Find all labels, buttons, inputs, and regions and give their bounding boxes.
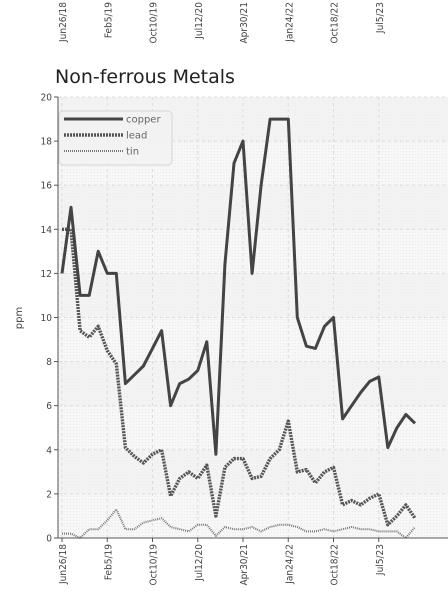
previous-chart-tick-label: Jun26/18 bbox=[58, 2, 69, 43]
x-tick-label: Oct18/22 bbox=[330, 544, 341, 585]
y-tick-label: 20 bbox=[41, 93, 53, 104]
plot-band bbox=[58, 185, 448, 230]
previous-chart-x-axis: Jun26/18 Feb5/19 Oct10/19 Jul12/20 Apr30/21 J… bbox=[58, 2, 386, 44]
x-tick-label: Oct10/19 bbox=[149, 544, 160, 586]
plot-bands bbox=[58, 97, 448, 494]
plot-band bbox=[58, 449, 448, 494]
y-tick-label: 0 bbox=[46, 534, 52, 545]
series-line-copper bbox=[60, 117, 417, 456]
previous-chart-tick-label: Oct10/19 bbox=[149, 2, 160, 44]
legend-box bbox=[58, 110, 173, 166]
previous-chart-tick-label: Feb5/19 bbox=[103, 2, 114, 38]
y-tick-label: 8 bbox=[46, 357, 52, 368]
plot-area: 0 2 4 6 8 10 12 14 16 18 20 Jun26/18 Feb5/19 Oct10/1… bbox=[41, 93, 448, 586]
legend-label-lead: lead bbox=[126, 131, 147, 142]
series-line-tin bbox=[62, 508, 416, 539]
y-tick-label: 14 bbox=[41, 225, 53, 236]
chart-title: Non-ferrous Metals bbox=[55, 66, 235, 88]
previous-chart-tick-label: Jul12/20 bbox=[194, 2, 205, 40]
legend: copper lead tin bbox=[58, 110, 173, 166]
y-tick-label: 18 bbox=[41, 137, 53, 148]
legend-label-copper: copper bbox=[126, 115, 161, 126]
series-line-lead bbox=[62, 227, 417, 527]
x-tick-label: Jan24/22 bbox=[284, 544, 295, 585]
previous-chart-tick-label: Oct18/22 bbox=[330, 2, 341, 43]
x-axis: Jun26/18 Feb5/19 Oct10/19 Jul12/20 Apr30/21 J… bbox=[58, 537, 448, 586]
y-tick-label: 12 bbox=[41, 269, 52, 280]
y-axis-label: ppm bbox=[14, 307, 25, 329]
y-tick-label: 10 bbox=[41, 313, 53, 324]
previous-chart-tick-label: Jan24/22 bbox=[284, 2, 295, 43]
y-tick-label: 4 bbox=[46, 445, 52, 456]
series-group bbox=[60, 117, 417, 539]
plot-band bbox=[58, 273, 448, 318]
previous-chart-tick-label: Jul5/23 bbox=[375, 2, 386, 34]
x-tick-label: Jun26/18 bbox=[58, 544, 69, 585]
legend-label-tin: tin bbox=[126, 147, 139, 158]
x-tick-label: Apr30/21 bbox=[239, 544, 250, 585]
x-tick-label: Jul5/23 bbox=[375, 544, 386, 576]
y-tick-label: 6 bbox=[46, 401, 52, 412]
y-axis: 0 2 4 6 8 10 12 14 16 18 20 bbox=[41, 93, 59, 545]
previous-chart-tick-label: Apr30/21 bbox=[239, 2, 250, 43]
y-tick-label: 2 bbox=[46, 489, 52, 500]
plot-band bbox=[58, 361, 448, 406]
x-tick-label: Jul12/20 bbox=[194, 544, 205, 582]
x-tick-label: Feb5/19 bbox=[103, 544, 114, 580]
y-tick-label: 16 bbox=[41, 181, 53, 192]
